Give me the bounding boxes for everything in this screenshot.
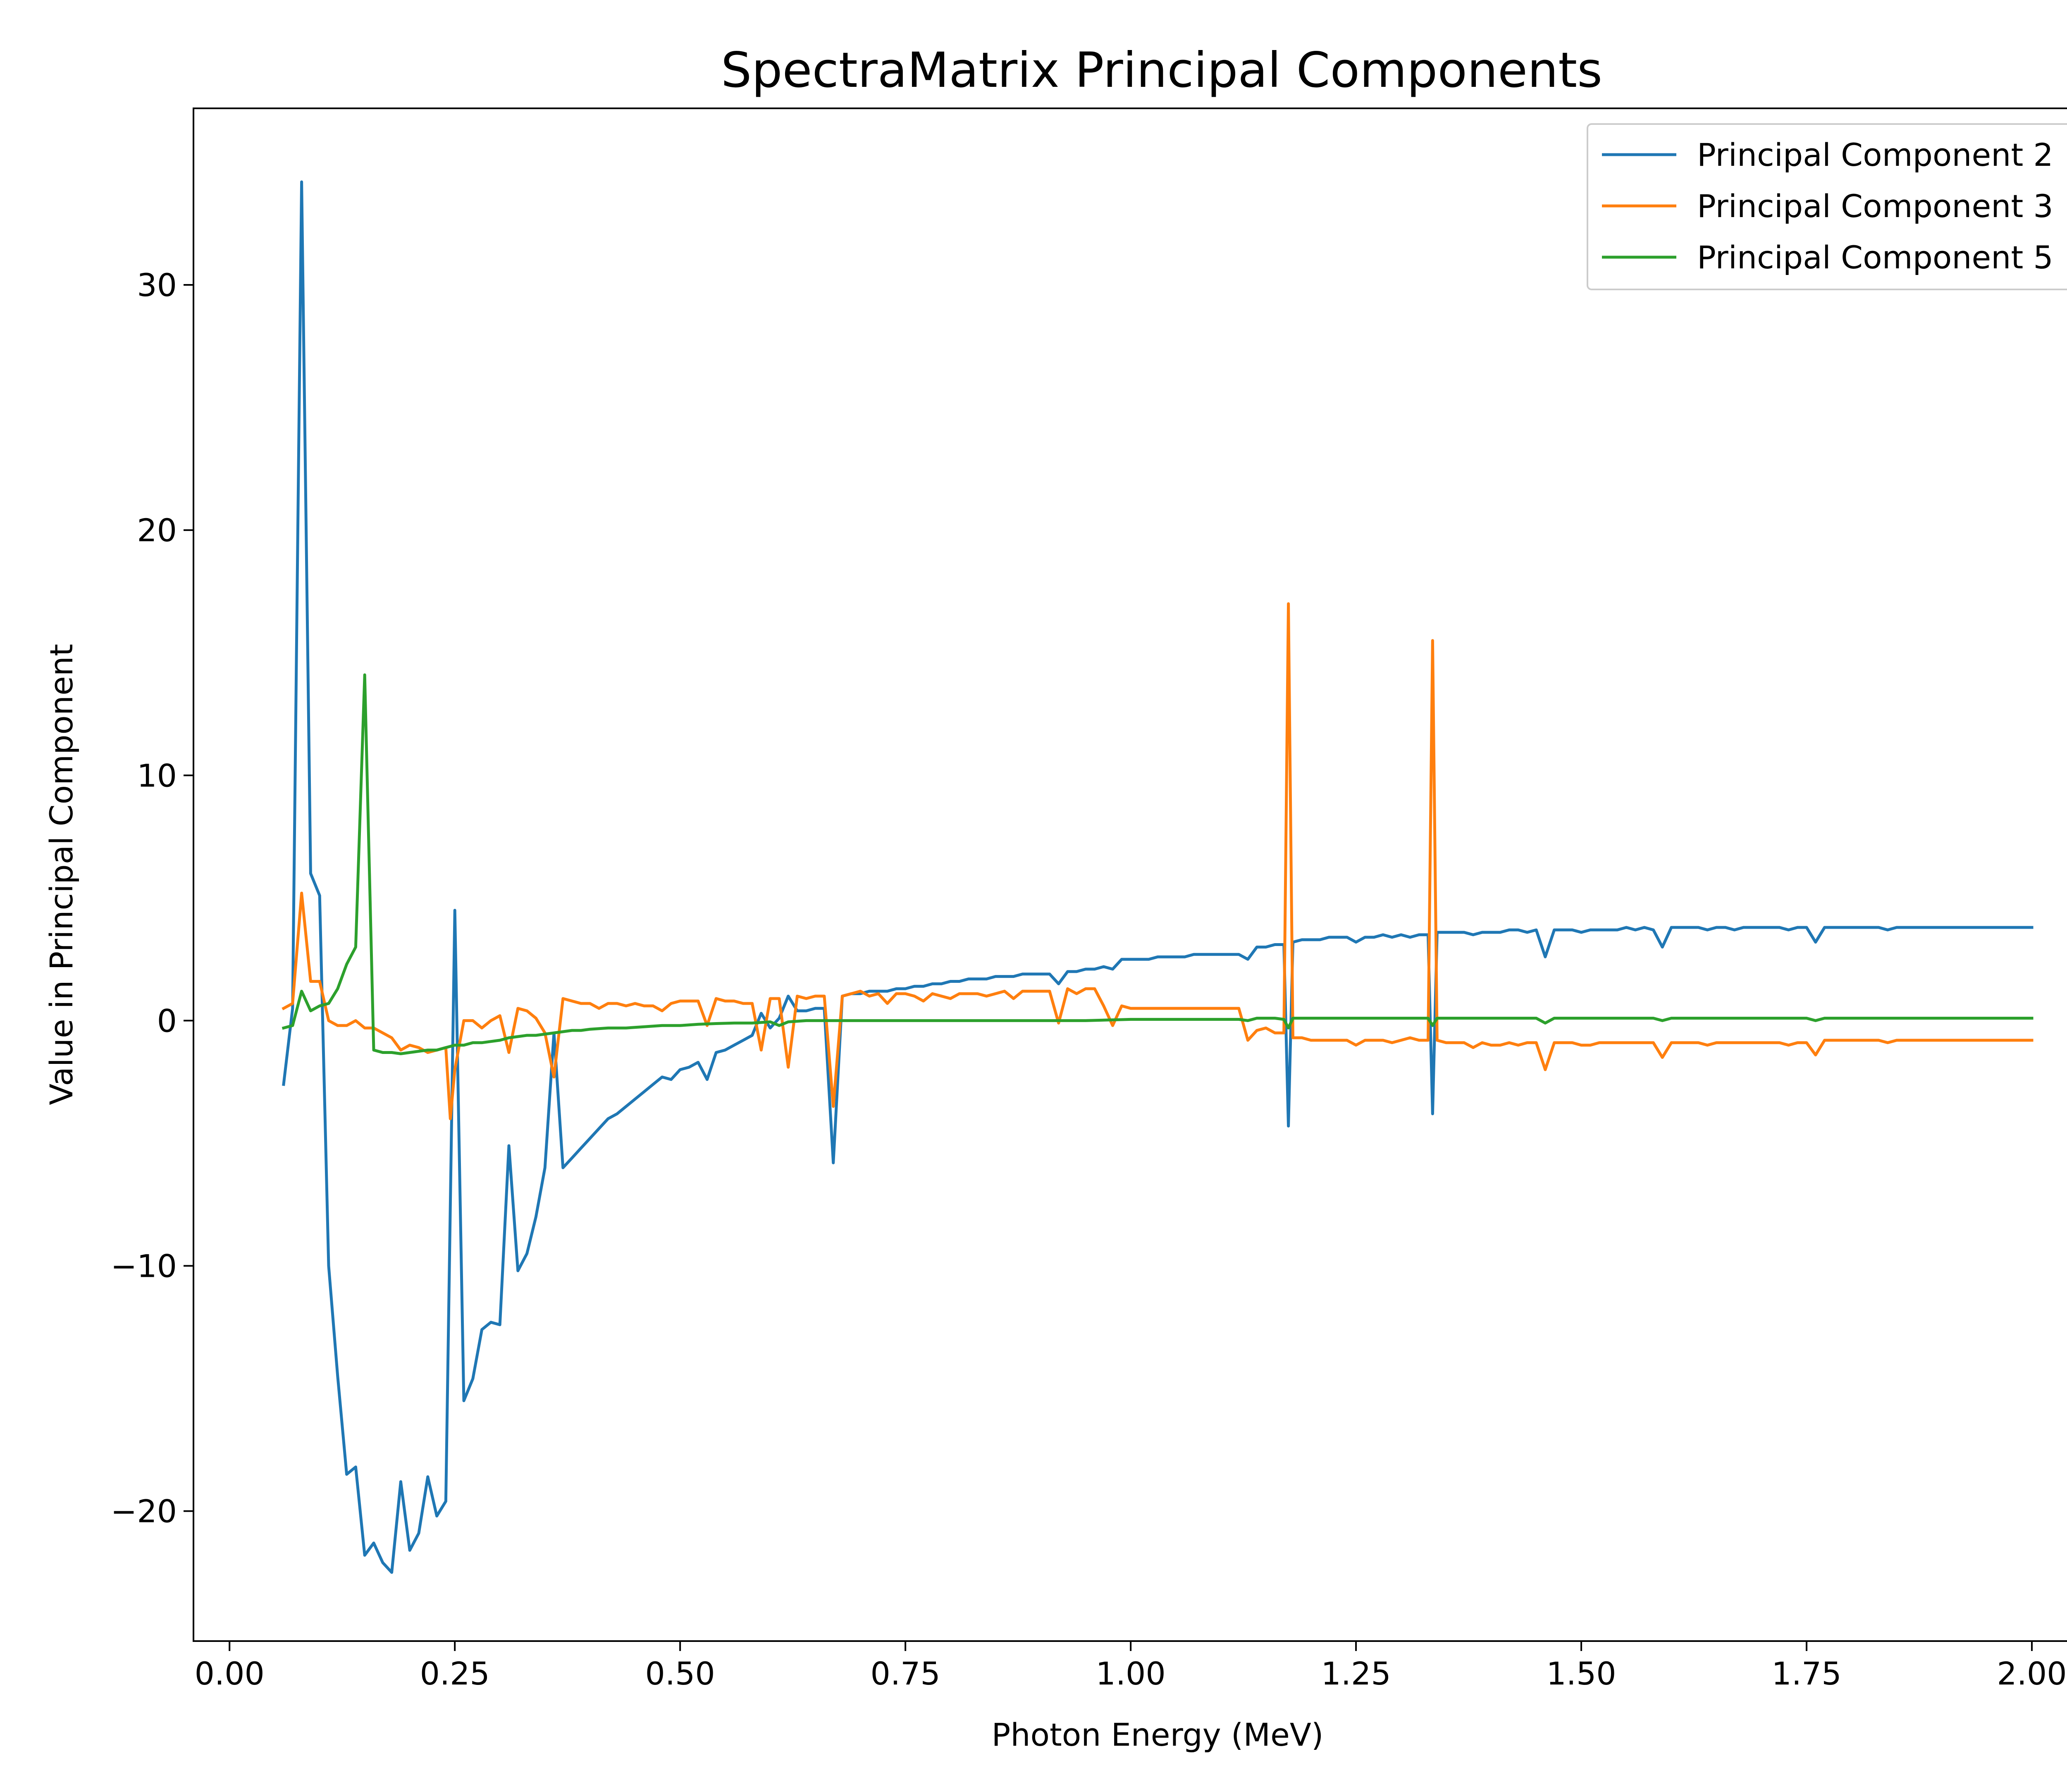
y-axis: −20 −10 0 10 20 30 bbox=[111, 267, 193, 1530]
legend-label-pc2: Principal Component 2 bbox=[1697, 136, 2053, 173]
y-tick-label: 20 bbox=[137, 512, 177, 549]
x-axis: 0.00 0.25 0.50 0.75 1.00 1.25 1.50 1.75 2.00 bbox=[195, 1641, 2067, 1692]
x-tick-label: 2.00 bbox=[1997, 1655, 2067, 1692]
series-line-1 bbox=[282, 602, 2034, 1121]
series-layer bbox=[282, 180, 2034, 1574]
x-tick-label: 0.25 bbox=[420, 1655, 490, 1692]
y-tick-label: 30 bbox=[137, 267, 177, 303]
legend-label-pc3: Principal Component 3 bbox=[1697, 188, 2053, 225]
x-tick-label: 0.50 bbox=[645, 1655, 715, 1692]
x-tick-label: 0.75 bbox=[871, 1655, 940, 1692]
series-line-0 bbox=[282, 180, 2034, 1574]
x-axis-label: Photon Energy (MeV) bbox=[992, 1716, 1324, 1753]
x-tick-label: 0.00 bbox=[195, 1655, 265, 1692]
y-tick-label: 0 bbox=[157, 1002, 177, 1039]
legend-frame bbox=[1587, 123, 2067, 290]
x-tick-label: 1.50 bbox=[1546, 1655, 1616, 1692]
x-tick-label: 1.00 bbox=[1096, 1655, 1165, 1692]
x-tick-label: 1.25 bbox=[1321, 1655, 1391, 1692]
chart-title: SpectraMatrix Principal Components bbox=[721, 42, 1602, 98]
y-tick-label: 10 bbox=[137, 757, 177, 794]
plot-frame bbox=[193, 108, 2067, 1642]
y-axis-label: Value in Principal Component bbox=[43, 644, 80, 1105]
x-tick-label: 1.75 bbox=[1771, 1655, 1841, 1692]
y-tick-label: −20 bbox=[111, 1493, 177, 1530]
y-tick-label: −10 bbox=[111, 1248, 177, 1285]
legend: Principal Component 2 Principal Componen… bbox=[1587, 123, 2067, 290]
legend-label-pc5: Principal Component 5 bbox=[1697, 239, 2053, 276]
series-line-2 bbox=[282, 673, 2034, 1055]
